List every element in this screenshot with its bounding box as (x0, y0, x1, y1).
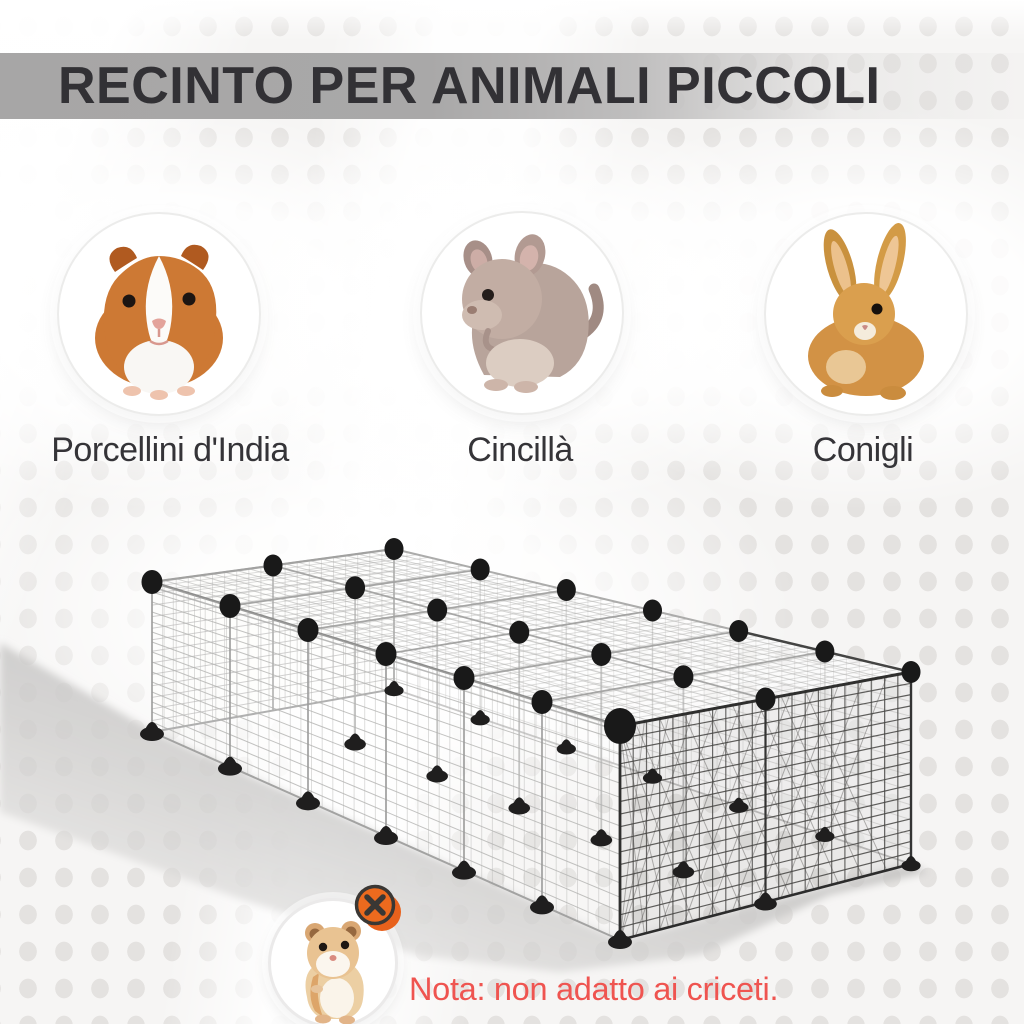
animal-circle-guinea-pig (57, 212, 261, 416)
prohibited-x-icon (352, 884, 402, 934)
guinea-pig-photo (95, 244, 223, 400)
animal-label-rabbit: Conigli (812, 431, 914, 469)
rabbit-photo (808, 223, 924, 400)
title-banner: RECINTO PER ANIMALI PICCOLI (0, 53, 1024, 119)
hamster-photo (305, 921, 364, 1024)
animal-label-chinchilla: Cincillà (467, 431, 573, 469)
animal-circle-rabbit (764, 212, 968, 416)
animal-label-guinea-pig: Porcellini d'India (51, 431, 289, 469)
animal-circle-chinchilla (420, 211, 624, 415)
chinchilla-photo (462, 234, 604, 393)
page-title: RECINTO PER ANIMALI PICCOLI (58, 57, 881, 115)
note-text: Nota: non adatto ai criceti. (409, 971, 779, 1007)
